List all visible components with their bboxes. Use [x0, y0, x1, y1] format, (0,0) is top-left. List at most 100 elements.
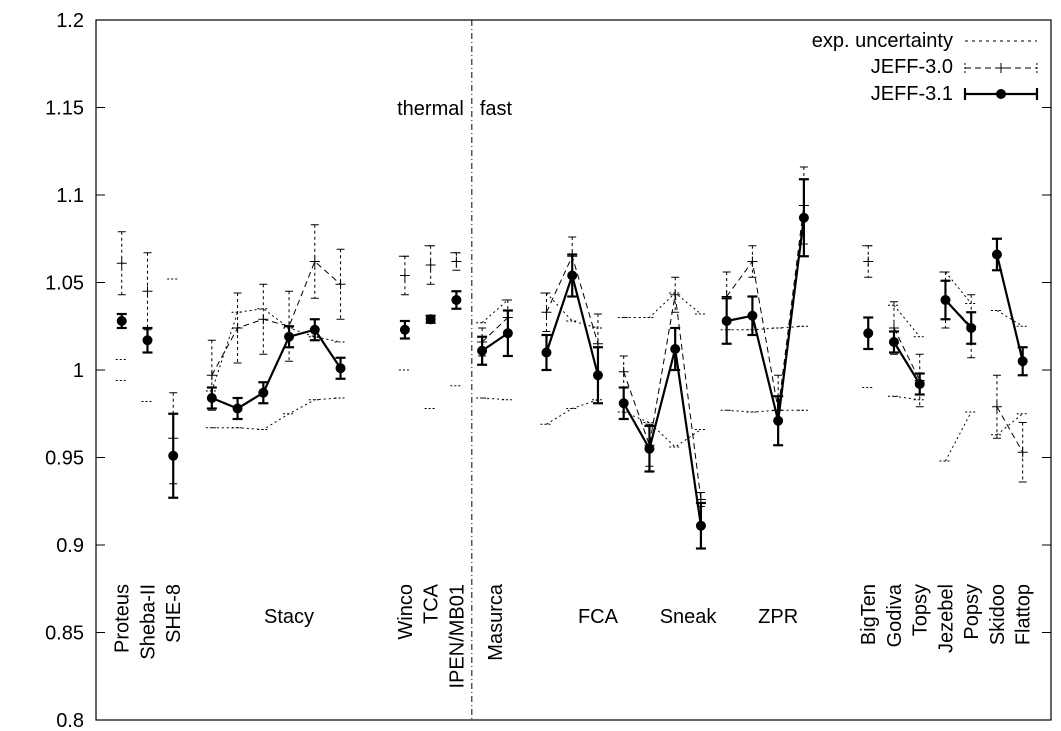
jeff30-line: [481, 317, 509, 343]
exp-upper-line: [726, 325, 804, 331]
jeff31-point: [502, 328, 513, 339]
category-label: Topsy: [910, 584, 932, 636]
category-label: BigTen: [858, 584, 880, 645]
exp-upper-line: [945, 271, 972, 304]
jeff31-point: [142, 335, 153, 346]
y-tick-label: 1.2: [56, 10, 84, 32]
jeff31-point: [1017, 356, 1028, 367]
category-label: ZPR: [758, 606, 798, 628]
jeff31-point: [232, 403, 243, 414]
y-tick-label: 0.9: [56, 535, 84, 557]
jeff31-line: [481, 332, 509, 352]
region-label-fast: fast: [480, 98, 513, 120]
jeff31-point: [284, 331, 295, 342]
legend: exp. uncertainty JEFF-3.0 JEFF-3.1: [812, 30, 1039, 105]
jeff31-point: [747, 310, 758, 321]
jeff31-line: [995, 254, 1024, 362]
jeff30-line: [211, 260, 341, 376]
jeff31-point: [116, 316, 127, 326]
exp-upper-line: [996, 310, 1023, 327]
exp-lower-line: [546, 399, 599, 425]
jeff31-point: [888, 337, 899, 347]
exp-lower-line: [945, 411, 972, 462]
jeff31-point: [567, 270, 578, 281]
category-labels: Proteus Sheba-II SHE-8 Stacy Winco TCA IPEN/MB…: [112, 583, 1035, 688]
category-label: Sneak: [660, 606, 718, 628]
y-tick-label: 1.15: [45, 98, 84, 120]
category-label: Winco: [395, 584, 417, 640]
jeff31-point: [309, 324, 320, 335]
jeff31-point: [644, 443, 655, 454]
y-tick-label: 1.1: [56, 185, 84, 207]
jeff31-line: [726, 217, 805, 422]
exp-upper-line: [623, 292, 702, 318]
y-tick-label: 0.95: [45, 448, 84, 470]
jeff31-point: [721, 316, 732, 326]
jeff31-point: [451, 295, 462, 305]
exp-upper-line: [546, 292, 599, 329]
y-tick-label: 1: [73, 360, 84, 382]
legend-sample-jeff30: [964, 63, 1038, 73]
jeff31-line: [211, 328, 342, 410]
jeff31-point: [477, 345, 488, 356]
jeff31-line: [622, 348, 703, 526]
category-label: SHE-8: [163, 584, 185, 643]
exp-lower-line: [726, 409, 804, 413]
category-label: Proteus: [112, 584, 134, 653]
jeff31-point: [206, 393, 217, 403]
jeff31-point: [258, 387, 269, 398]
plot-frame: [95, 19, 1052, 721]
series-jeff-3-0: [116, 166, 1028, 507]
exp-upper-line: [893, 304, 921, 338]
jeff31-point: [914, 379, 925, 389]
jeff30-line: [996, 406, 1024, 453]
jeff31-point: [399, 324, 410, 335]
category-label: Jezebel: [935, 584, 957, 653]
y-tick-label: 1.05: [45, 273, 84, 295]
category-label: Popsy: [961, 584, 983, 640]
exp-lower-line: [211, 397, 341, 431]
category-label: Skidoo: [987, 584, 1009, 645]
jeff31-point: [541, 347, 552, 358]
jeff31-point: [335, 363, 346, 374]
category-label: Sheba-II: [137, 584, 159, 660]
y-tick-label: 0.85: [45, 623, 84, 645]
jeff31-point: [798, 212, 809, 223]
legend-label-exp: exp. uncertainty: [812, 30, 953, 52]
jeff31-point: [966, 323, 977, 333]
jeff30-line: [726, 205, 805, 411]
exp-upper-line: [481, 299, 509, 324]
category-label: TCA: [421, 583, 443, 624]
exp-lower-line: [996, 413, 1024, 436]
y-tick-label: 0.8: [56, 710, 84, 731]
jeff31-point: [670, 344, 681, 354]
category-label: IPEN/MB01: [446, 584, 468, 688]
series-exp-uncertainty: [115, 245, 1029, 462]
jeff31-point: [425, 314, 436, 325]
jeff31-point: [863, 328, 874, 339]
exp-upper-line: [211, 308, 341, 392]
legend-label-jeff31: JEFF-3.1: [871, 83, 953, 105]
category-label: Flattop: [1013, 584, 1035, 645]
category-label: Godiva: [884, 583, 906, 647]
jeff31-point: [940, 295, 951, 305]
region-label-thermal: thermal: [397, 98, 464, 120]
jeff31-point: [695, 520, 706, 531]
jeff31-line: [893, 341, 921, 385]
legend-label-jeff30: JEFF-3.0: [871, 56, 953, 78]
category-label: FCA: [578, 606, 619, 628]
jeff31-point: [618, 398, 629, 409]
jeff31-point: [773, 415, 784, 426]
category-label: Stacy: [264, 606, 314, 628]
jeff31-point: [168, 450, 179, 461]
exp-lower-line: [623, 411, 702, 448]
jeff31-line: [944, 299, 973, 329]
category-label: Masurca: [485, 583, 507, 661]
y-axis: 0.8 0.85 0.9 0.95 1 1.05 1.1 1.15 1.2: [45, 10, 1051, 731]
jeff31-point: [592, 370, 603, 381]
series-jeff-3-1: [116, 178, 1028, 550]
legend-sample-jeff31: [963, 88, 1039, 100]
jeff30-line: [623, 294, 702, 500]
exp-lower-line: [893, 395, 920, 401]
